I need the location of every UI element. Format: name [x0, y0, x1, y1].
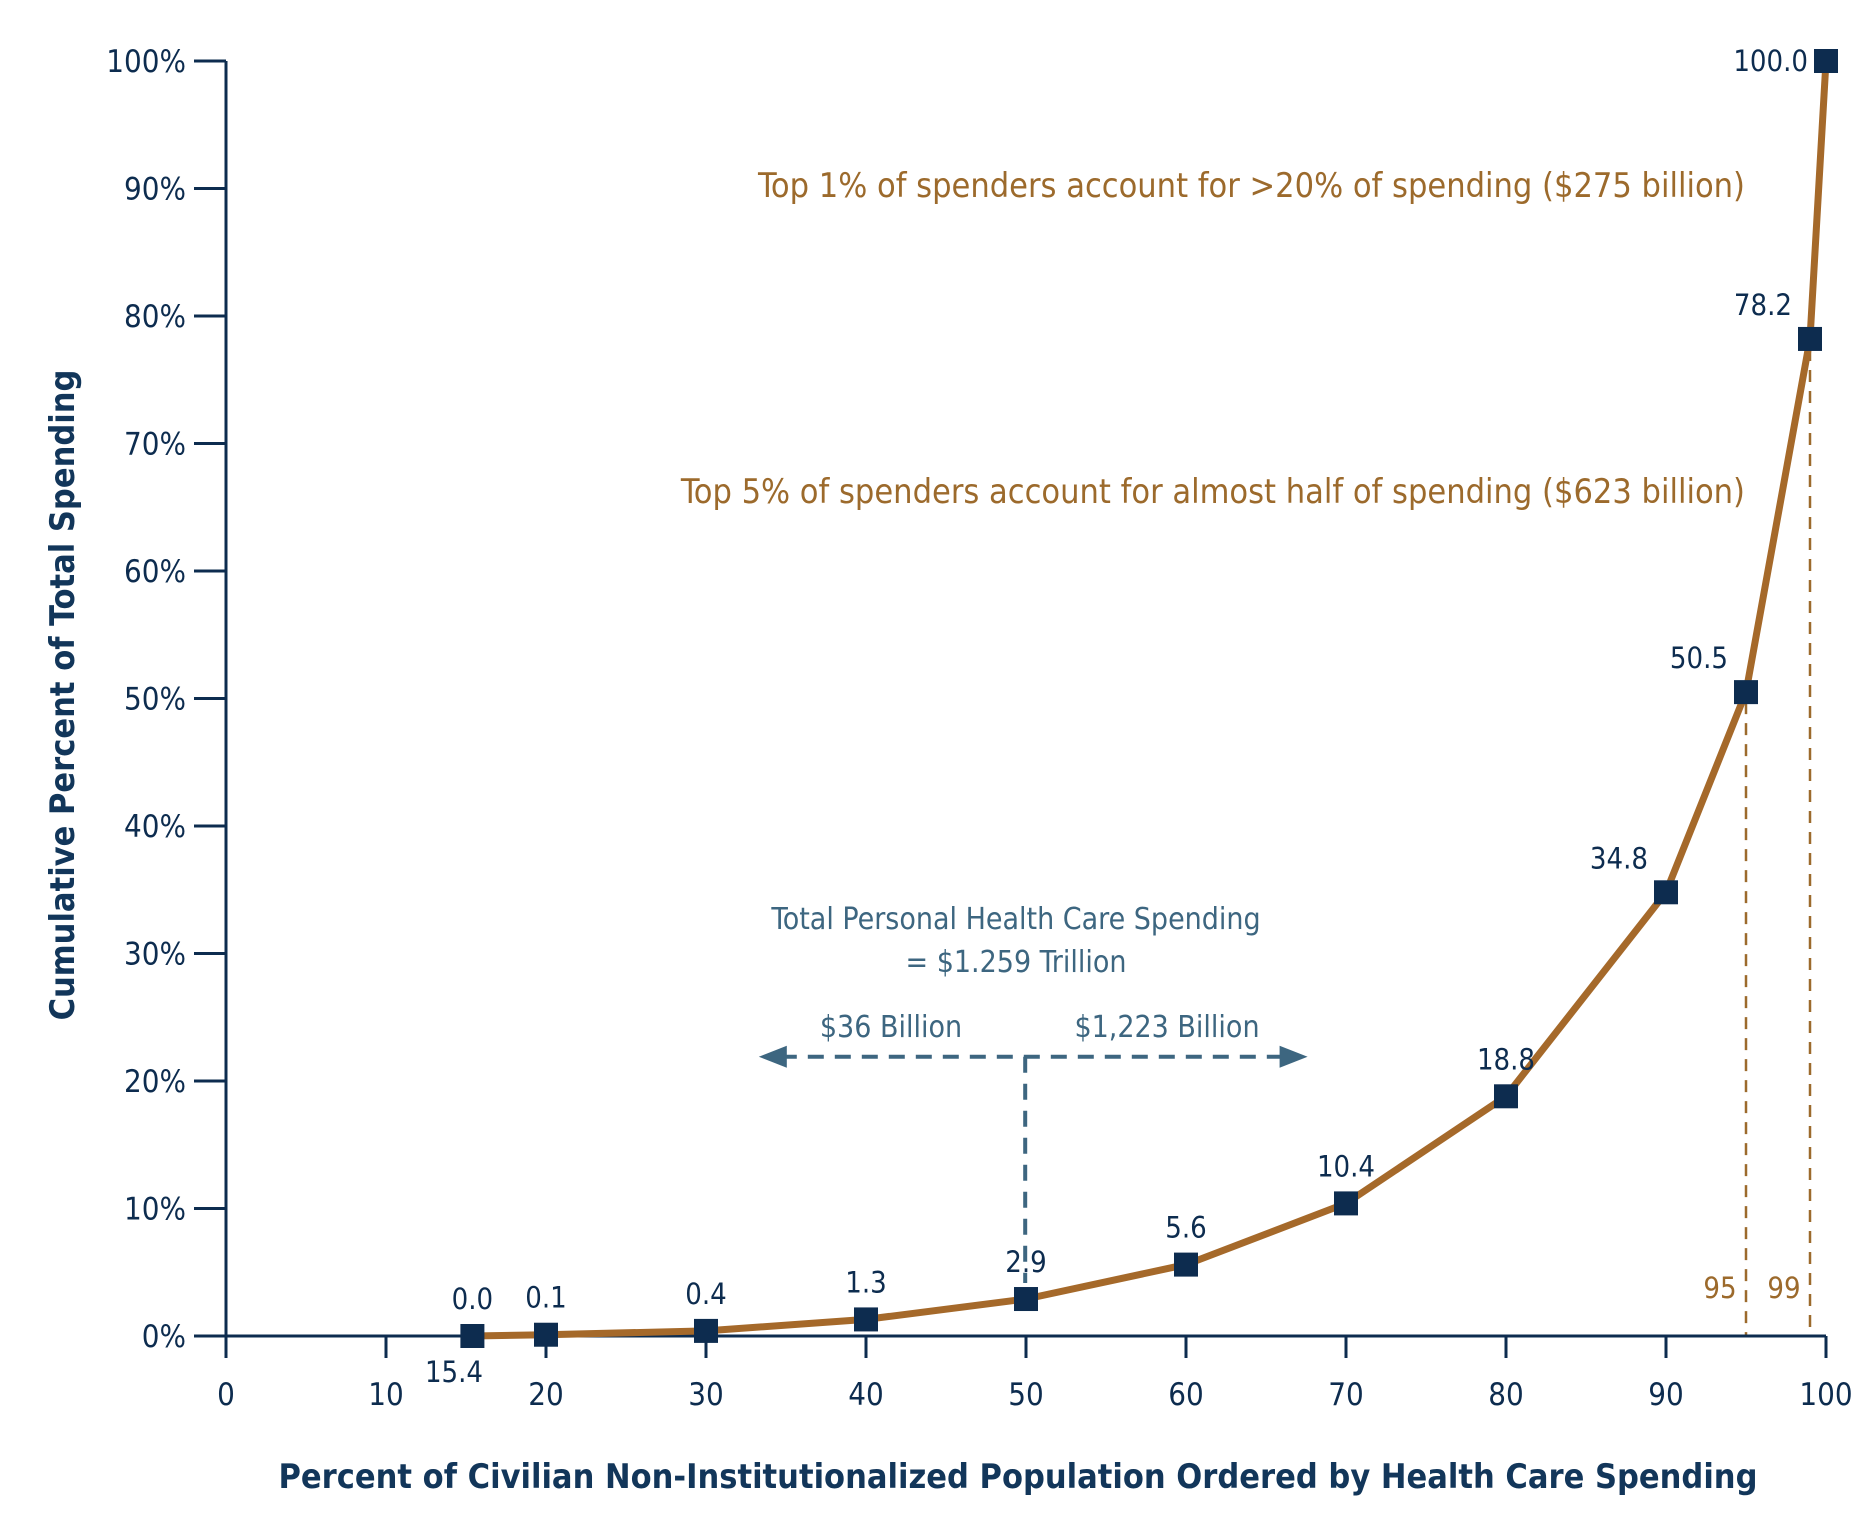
data-label: 0.1: [525, 1281, 566, 1315]
data-point: [1798, 326, 1822, 351]
data-point: [694, 1318, 718, 1343]
x-axis-title: Percent of Civilian Non-Institutionalize…: [279, 1457, 1758, 1497]
x-tick-label: 20: [528, 1377, 563, 1413]
y-tick-label: 100%: [106, 44, 186, 80]
left-spending-amount: $36 Billion: [820, 1010, 962, 1045]
data-label: 78.2: [1734, 288, 1792, 322]
y-tick-label: 70%: [124, 427, 186, 463]
x-tick-label: 80: [1488, 1377, 1523, 1413]
top-5-percent-annotation: Top 5% of spenders account for almost ha…: [680, 472, 1745, 512]
y-tick-label: 20%: [124, 1064, 186, 1100]
y-tick-label: 10%: [124, 1192, 186, 1228]
x-tick-label: 10: [368, 1377, 403, 1413]
marker-99-label: 99: [1767, 1271, 1800, 1305]
data-label: 34.8: [1590, 841, 1648, 875]
y-tick-label: 60%: [124, 554, 186, 590]
axes: 0 10 20 30 40 50 60 70 80 90 100 0% 10% 20% 30% 40% 50% 6…: [106, 44, 1852, 1413]
data-point: [1734, 680, 1758, 705]
data-label: 100.0: [1733, 44, 1808, 78]
y-tick-label: 40%: [124, 809, 186, 845]
right-spending-amount: $1,223 Billion: [1074, 1010, 1259, 1045]
x-tick-label: 60: [1168, 1377, 1203, 1413]
data-point: [460, 1324, 485, 1348]
data-label: 10.4: [1317, 1149, 1375, 1183]
data-label: 50.5: [1670, 641, 1728, 675]
arrow-left-icon: [758, 1045, 787, 1068]
data-markers: [460, 49, 1838, 1348]
x-tick-label: 100: [1799, 1377, 1852, 1413]
data-point: [1814, 49, 1838, 73]
data-point: [1014, 1287, 1038, 1312]
data-point: [1494, 1084, 1518, 1109]
x-tick-label: 70: [1328, 1377, 1363, 1413]
series-line-group: [468, 57, 1830, 1340]
y-tick-label: 30%: [124, 937, 186, 973]
y-tick-label: 50%: [124, 682, 186, 718]
data-label: 1.3: [845, 1265, 886, 1299]
data-point: [854, 1307, 878, 1332]
data-labels: 0.0 0.1 0.4 1.3 2.9 5.6 10.4 18.8 34.8 50.5 78.2 10…: [452, 44, 1808, 1316]
y-tick-label: 90%: [124, 172, 186, 208]
total-spending-title: Total Personal Health Care Spending: [770, 902, 1260, 937]
data-label: 0.4: [685, 1277, 726, 1311]
x-tick-label: 50: [1008, 1377, 1043, 1413]
x-tick-label: 40: [848, 1377, 883, 1413]
data-point: [1334, 1191, 1358, 1216]
marker-95-label: 95: [1703, 1271, 1736, 1305]
y-tick-label: 0%: [142, 1319, 186, 1355]
top-1-percent-annotation: Top 1% of spenders account for >20% of s…: [757, 166, 1745, 206]
first-point-x-label: 15.4: [425, 1355, 483, 1389]
data-point: [1654, 880, 1678, 905]
y-tick-label: 80%: [124, 299, 186, 335]
x-tick-label: 0: [217, 1377, 235, 1413]
x-tick-label: 30: [688, 1377, 723, 1413]
data-label: 2.9: [1005, 1245, 1046, 1279]
total-spending-amount: = $1.259 Trillion: [906, 945, 1127, 980]
data-point: [534, 1322, 558, 1347]
data-label: 18.8: [1477, 1042, 1535, 1076]
guide-lines: [758, 348, 1812, 1336]
data-point: [1174, 1252, 1198, 1277]
data-label: 0.0: [452, 1282, 493, 1316]
y-axis-title: Cumulative Percent of Total Spending: [43, 370, 83, 1021]
data-label: 5.6: [1165, 1211, 1206, 1245]
spending-curve: [468, 57, 1830, 1340]
arrow-right-icon: [1279, 1045, 1308, 1068]
x-tick-label: 90: [1648, 1377, 1683, 1413]
